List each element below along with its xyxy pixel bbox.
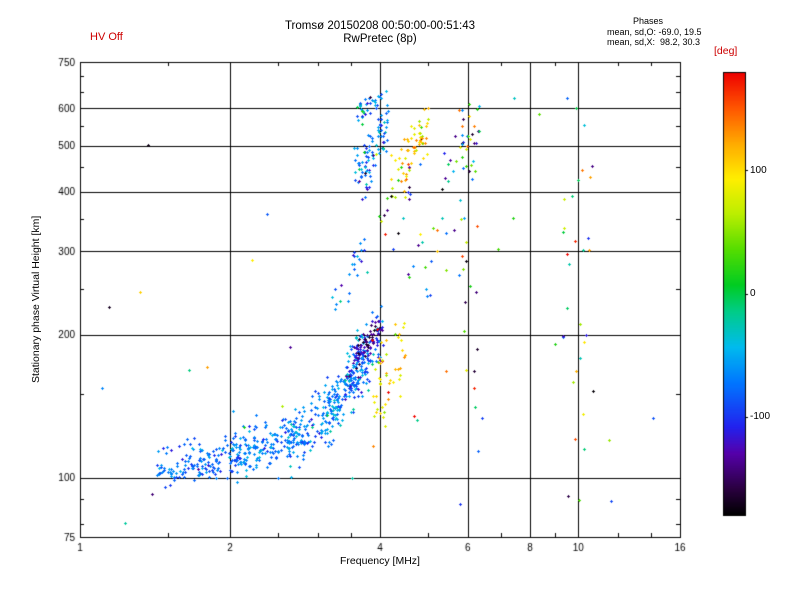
- plot-title: Tromsø 20150208 00:50:00-00:51:43: [284, 20, 476, 32]
- x-axis-label: Frequency [MHz]: [340, 555, 420, 567]
- colorbar-unit-label: [deg]: [714, 45, 738, 57]
- plot-subtitle: RwPretec (8p): [343, 33, 417, 45]
- hv-status-label: HV Off: [90, 31, 123, 43]
- y-axis-label: Stationary phase Virtual Height [km]: [30, 215, 42, 384]
- colorbar-tick-minus-100: -100: [750, 411, 771, 422]
- phases-o-mode-stats: mean, sd,O: -69.0, 19.5: [607, 27, 702, 37]
- colorbar-tick-0: 0: [750, 288, 756, 299]
- phases-x-mode-stats: mean, sd,X: 98.2, 30.3: [607, 37, 701, 47]
- phases-heading: Phases: [633, 16, 664, 26]
- colorbar-tick-100: 100: [750, 165, 767, 176]
